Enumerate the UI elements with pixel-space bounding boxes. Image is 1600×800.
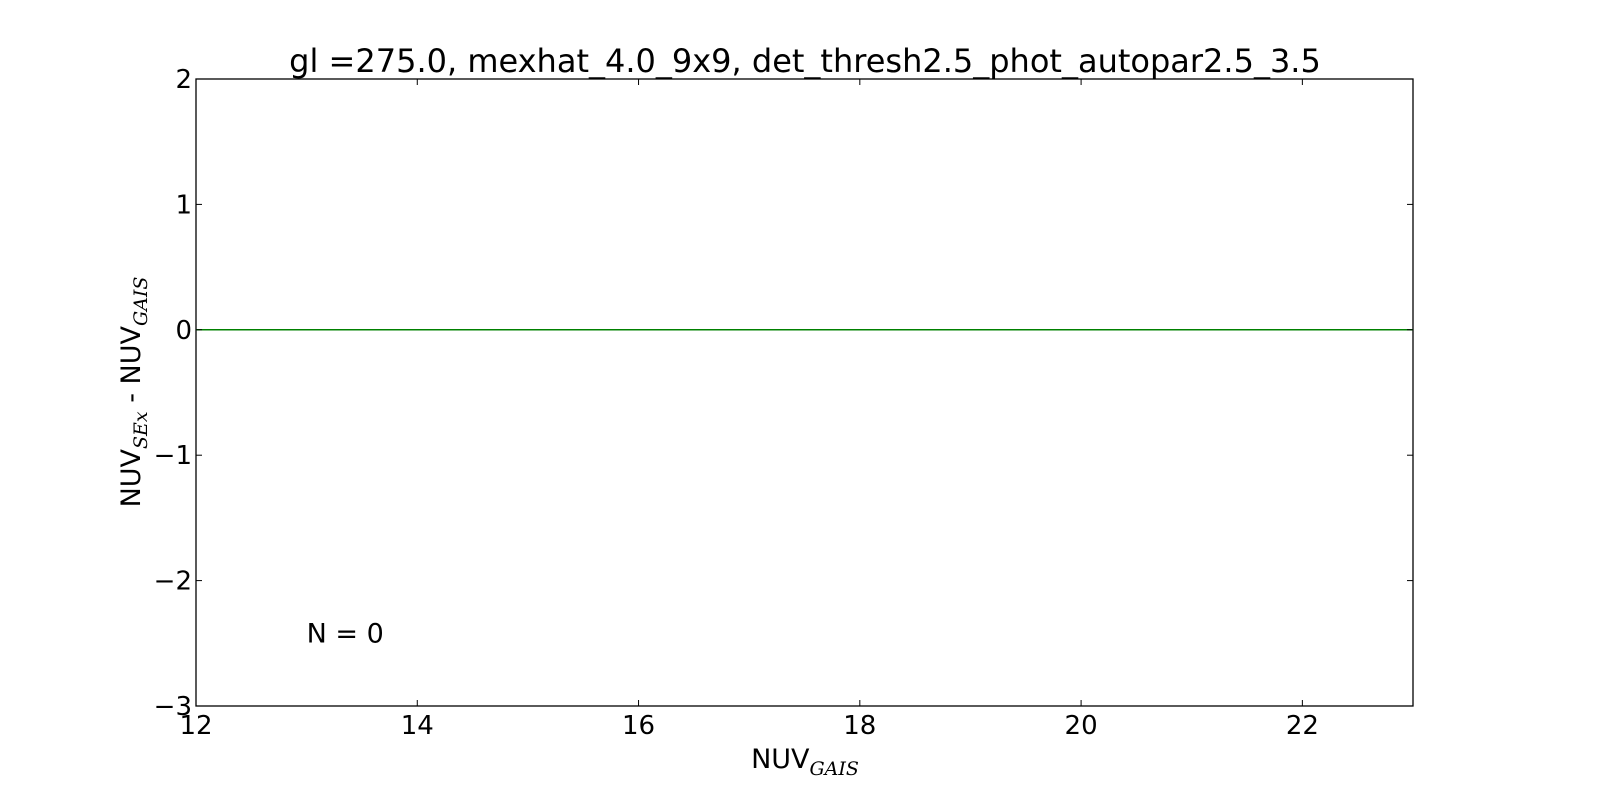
sample-count-annotation: N = 0 bbox=[307, 618, 384, 649]
y-tick-label: −2 bbox=[154, 567, 192, 597]
x-tick-label: 20 bbox=[1065, 711, 1098, 741]
y-tick-label: 2 bbox=[175, 65, 192, 95]
plot-area: N = 0 bbox=[195, 78, 1414, 707]
x-tick-label: 16 bbox=[622, 711, 655, 741]
x-tick-labels: 12 14 16 18 20 22 bbox=[179, 711, 1318, 741]
y-axis-label-main-2: NUV bbox=[116, 325, 147, 384]
tick-layer bbox=[195, 78, 1413, 707]
y-tick-label: 1 bbox=[175, 190, 192, 220]
y-tick-label: 0 bbox=[175, 316, 192, 346]
x-tick-label: 22 bbox=[1286, 711, 1319, 741]
x-axis-label-subscript: GAIS bbox=[810, 758, 859, 780]
y-axis-label: NUVSEx - NUVGAIS bbox=[116, 277, 152, 508]
x-tick-label: 18 bbox=[843, 711, 876, 741]
x-axis-label: NUVGAIS bbox=[751, 744, 859, 780]
y-axis-label-main-1: NUV bbox=[116, 448, 147, 507]
x-tick-label: 14 bbox=[401, 711, 434, 741]
y-axis-label-separator: - bbox=[116, 384, 147, 411]
plot-frame bbox=[195, 78, 1414, 707]
x-tick-label: 12 bbox=[179, 711, 212, 741]
chart-title: gl =275.0, mexhat_4.0_9x9, det_thresh2.5… bbox=[289, 42, 1321, 80]
y-tick-label: −3 bbox=[154, 692, 192, 722]
y-axis-label-subscript-1: SEx bbox=[130, 411, 152, 449]
y-tick-labels: 2 1 0 −1 −2 −3 bbox=[154, 65, 192, 722]
y-axis-label-subscript-2: GAIS bbox=[130, 277, 152, 326]
x-axis-label-main: NUV bbox=[751, 744, 810, 775]
y-tick-label: −1 bbox=[154, 441, 192, 471]
